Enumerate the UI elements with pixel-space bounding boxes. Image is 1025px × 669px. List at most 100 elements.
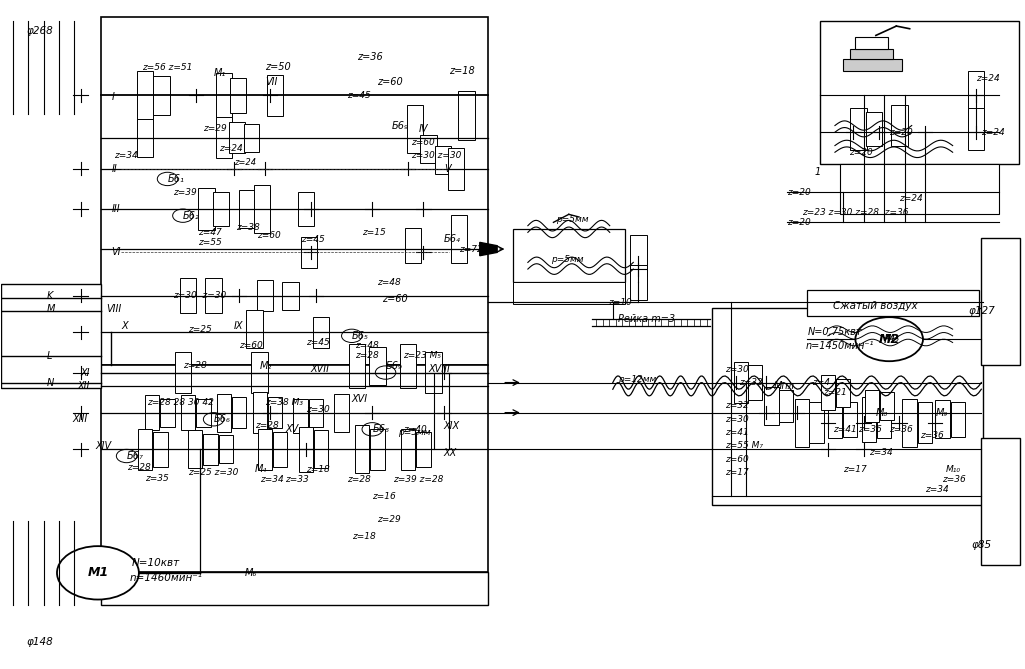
Text: XI: XI — [81, 367, 90, 377]
Text: Сжатый воздух: Сжатый воздух — [833, 301, 917, 311]
Bar — [252, 392, 266, 434]
Text: z=60: z=60 — [411, 138, 435, 147]
Text: p=5мм: p=5мм — [398, 428, 430, 437]
Text: Б6₆: Б6₆ — [213, 414, 231, 424]
Bar — [401, 429, 415, 470]
Text: M₈: M₈ — [876, 407, 888, 417]
Text: z=33: z=33 — [285, 475, 309, 484]
Text: z=24: z=24 — [899, 195, 924, 203]
Bar — [877, 400, 891, 438]
Bar — [968, 72, 984, 120]
Bar — [253, 185, 270, 233]
Bar — [451, 215, 467, 263]
Text: z=25 z=30: z=25 z=30 — [188, 468, 239, 477]
Text: Б6₉: Б6₉ — [392, 121, 409, 131]
Text: z=36: z=36 — [919, 432, 944, 440]
Bar — [405, 228, 421, 263]
Circle shape — [856, 317, 922, 361]
Bar — [968, 108, 984, 150]
Bar — [203, 434, 217, 465]
Bar — [180, 395, 195, 430]
Bar — [256, 280, 273, 312]
Text: I: I — [112, 92, 114, 102]
Text: z=30  z=30: z=30 z=30 — [172, 291, 226, 300]
Text: z=32: z=32 — [726, 401, 749, 411]
Bar — [865, 390, 879, 421]
Text: p=12мм: p=12мм — [618, 375, 656, 384]
Text: 1: 1 — [815, 167, 821, 177]
Text: z=55: z=55 — [198, 238, 222, 247]
Bar — [448, 149, 464, 189]
Bar — [145, 395, 159, 430]
Text: z=60: z=60 — [239, 341, 263, 351]
Text: z=28: z=28 — [355, 351, 378, 361]
Text: M₁: M₁ — [213, 68, 226, 78]
Bar — [136, 72, 153, 120]
Text: z=28: z=28 — [127, 463, 151, 472]
Text: z=18: z=18 — [305, 465, 329, 474]
Bar — [348, 343, 365, 388]
Bar — [844, 59, 902, 71]
Text: z=20: z=20 — [787, 218, 811, 227]
Text: z=28 28 30 42: z=28 28 30 42 — [147, 398, 214, 407]
Bar — [836, 379, 851, 407]
Text: z=23 z=30 z=28  z=36: z=23 z=30 z=28 z=36 — [803, 208, 909, 217]
Text: z=32: z=32 — [739, 378, 763, 387]
Bar — [734, 362, 748, 403]
Text: z=23 M₅: z=23 M₅ — [403, 351, 441, 361]
Bar — [917, 402, 932, 444]
Text: XVI: XVI — [352, 394, 368, 404]
Bar — [862, 397, 876, 442]
Bar — [174, 352, 191, 393]
Text: z=48: z=48 — [377, 278, 401, 287]
Bar — [407, 105, 423, 153]
Text: z=21: z=21 — [823, 388, 847, 397]
Text: z=30: z=30 — [726, 415, 749, 423]
Text: IV: IV — [418, 124, 427, 134]
Text: z=60: z=60 — [256, 231, 281, 240]
Text: z=30 z=30: z=30 z=30 — [411, 151, 461, 160]
Text: φ85: φ85 — [971, 540, 991, 550]
Text: z=30: z=30 — [305, 405, 329, 413]
Bar — [856, 37, 889, 49]
Bar — [232, 397, 246, 428]
Text: z=18: z=18 — [352, 532, 375, 541]
Text: z=34: z=34 — [259, 475, 284, 484]
Text: z=40: z=40 — [403, 425, 426, 434]
Bar — [851, 108, 867, 150]
Bar — [425, 352, 442, 393]
Text: z=36: z=36 — [942, 475, 967, 484]
Bar — [369, 347, 385, 385]
Bar — [935, 400, 949, 438]
Text: z=24: z=24 — [218, 145, 243, 153]
Text: z=24: z=24 — [981, 128, 1006, 136]
Bar — [981, 237, 1020, 365]
Bar — [101, 571, 488, 605]
Text: z=45: z=45 — [346, 91, 370, 100]
Bar — [239, 190, 255, 228]
Bar — [512, 229, 625, 282]
Text: Б6₁: Б6₁ — [167, 174, 184, 184]
Text: XIII: XIII — [73, 414, 87, 424]
Text: z=24: z=24 — [234, 158, 256, 167]
Text: M₉: M₉ — [935, 407, 947, 417]
Text: n=1450мин⁻¹: n=1450мин⁻¹ — [806, 341, 873, 351]
Text: z=48: z=48 — [355, 341, 378, 351]
Bar — [420, 135, 437, 163]
Text: M₂: M₂ — [885, 332, 900, 346]
Bar — [355, 425, 369, 474]
Text: z=30: z=30 — [726, 365, 749, 374]
Bar — [851, 49, 893, 59]
Bar — [844, 402, 858, 437]
Bar — [136, 118, 153, 157]
Bar — [153, 76, 169, 114]
Text: z=45: z=45 — [300, 235, 324, 244]
Text: Б6₅: Б6₅ — [352, 331, 369, 341]
Text: N=10квт: N=10квт — [132, 558, 179, 568]
Text: z=45: z=45 — [305, 338, 329, 347]
Text: z=72: z=72 — [459, 245, 483, 254]
Bar — [795, 399, 810, 447]
Bar — [257, 429, 272, 470]
Bar — [293, 399, 308, 434]
Text: φ127: φ127 — [968, 306, 994, 316]
